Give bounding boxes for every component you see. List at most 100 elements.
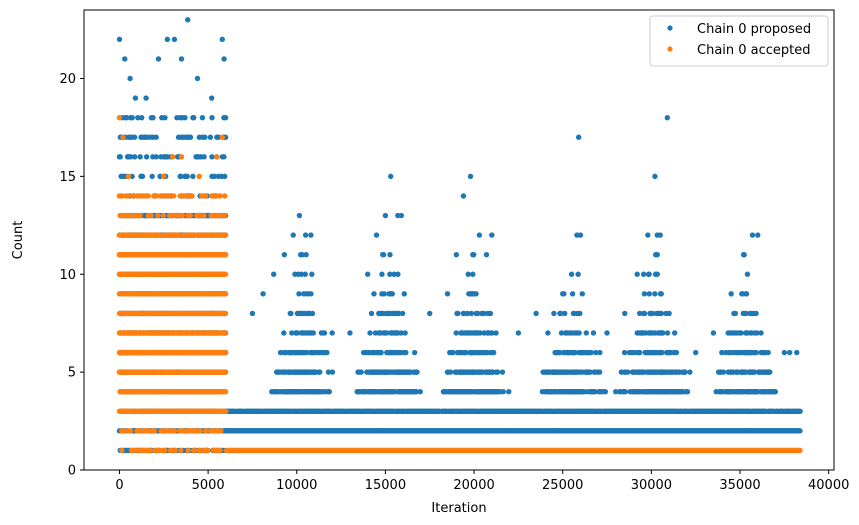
- proposed-outlier-point: [693, 349, 699, 356]
- proposed-point: [672, 330, 678, 336]
- proposed-point: [131, 134, 138, 140]
- proposed-point: [652, 291, 658, 297]
- proposed-outlier-point: [194, 75, 201, 82]
- proposed-point: [398, 330, 404, 336]
- proposed-outlier-point: [710, 330, 717, 336]
- proposed-point: [453, 330, 459, 336]
- proposed-point: [481, 310, 487, 317]
- proposed-point: [299, 251, 305, 258]
- proposed-outlier-point: [749, 232, 756, 238]
- proposed-outlier-point: [249, 310, 256, 317]
- accepted-point: [191, 447, 198, 454]
- proposed-outlier-point: [575, 134, 582, 140]
- proposed-point: [720, 369, 727, 375]
- proposed-point: [211, 173, 218, 180]
- proposed-point: [199, 114, 206, 121]
- proposed-point: [379, 271, 385, 277]
- proposed-outlier-point: [460, 193, 467, 199]
- proposed-point: [326, 389, 333, 395]
- proposed-point: [744, 271, 751, 277]
- proposed-point: [659, 349, 665, 356]
- proposed-outlier-point: [116, 36, 123, 43]
- proposed-point: [368, 310, 375, 317]
- proposed-outlier-point: [634, 271, 640, 277]
- proposed-point: [162, 114, 168, 121]
- proposed-outlier-point: [382, 212, 389, 219]
- proposed-point: [389, 291, 395, 297]
- proposed-point: [592, 389, 598, 395]
- proposed-point: [767, 369, 773, 375]
- proposed-outlier-point: [657, 232, 663, 238]
- proposed-point: [622, 389, 628, 395]
- proposed-outlier-point: [781, 349, 788, 356]
- accepted-point: [120, 428, 127, 434]
- proposed-point: [654, 271, 660, 277]
- proposed-point: [719, 349, 725, 356]
- proposed-point: [202, 134, 208, 140]
- proposed-point: [772, 389, 778, 395]
- proposed-point: [621, 349, 628, 356]
- accepted-point: [162, 447, 168, 454]
- proposed-point: [613, 389, 619, 395]
- proposed-point: [222, 173, 228, 180]
- proposed-point: [464, 310, 471, 317]
- proposed-point: [660, 330, 666, 336]
- proposed-outlier-point: [388, 173, 394, 180]
- proposed-outlier-point: [260, 291, 266, 297]
- proposed-point: [387, 271, 393, 277]
- accepted-point: [127, 428, 134, 434]
- accepted-point: [160, 212, 167, 219]
- proposed-outlier-point: [664, 114, 671, 121]
- proposed-point: [294, 330, 301, 336]
- proposed-point: [399, 310, 406, 317]
- proposed-point: [302, 271, 309, 277]
- proposed-point: [150, 114, 156, 121]
- proposed-point: [304, 349, 310, 356]
- proposed-point: [135, 114, 141, 121]
- proposed-point: [187, 134, 194, 140]
- proposed-point: [500, 389, 506, 395]
- proposed-point: [471, 251, 477, 258]
- proposed-point: [329, 369, 336, 375]
- proposed-point: [506, 389, 512, 395]
- proposed-point: [303, 251, 309, 258]
- proposed-point: [153, 154, 159, 160]
- proposed-outlier-point: [132, 95, 139, 101]
- proposed-point: [281, 330, 287, 336]
- proposed-point: [738, 330, 744, 336]
- proposed-outlier-point: [364, 271, 371, 277]
- proposed-point: [575, 271, 581, 277]
- proposed-outlier-point: [373, 232, 380, 238]
- proposed-point: [401, 291, 407, 297]
- proposed-point: [658, 310, 664, 317]
- proposed-outlier-point: [444, 291, 451, 297]
- accepted-point: [137, 212, 143, 219]
- accepted-point: [151, 428, 158, 434]
- proposed-outlier-point: [155, 56, 162, 62]
- proposed-point: [129, 114, 135, 121]
- proposed-point: [743, 291, 750, 297]
- accepted-point: [185, 447, 191, 454]
- proposed-point: [450, 349, 456, 356]
- proposed-outlier-point: [329, 330, 335, 336]
- proposed-point: [447, 369, 454, 375]
- accepted-point: [147, 447, 153, 454]
- proposed-point: [687, 369, 693, 375]
- proposed-point: [682, 369, 688, 375]
- proposed-point: [597, 369, 603, 375]
- proposed-point: [797, 428, 803, 434]
- proposed-outlier-point: [281, 251, 288, 258]
- proposed-point: [308, 291, 314, 297]
- proposed-point: [637, 310, 643, 317]
- proposed-point: [139, 114, 145, 121]
- proposed-point: [587, 369, 593, 375]
- proposed-point: [487, 310, 494, 317]
- proposed-outlier-point: [483, 251, 490, 258]
- proposed-point: [646, 291, 653, 297]
- proposed-point: [143, 154, 150, 160]
- accepted-point: [176, 232, 183, 238]
- proposed-point: [387, 251, 393, 258]
- proposed-point: [602, 389, 609, 395]
- accepted-point: [171, 428, 178, 434]
- proposed-outlier-point: [652, 173, 658, 180]
